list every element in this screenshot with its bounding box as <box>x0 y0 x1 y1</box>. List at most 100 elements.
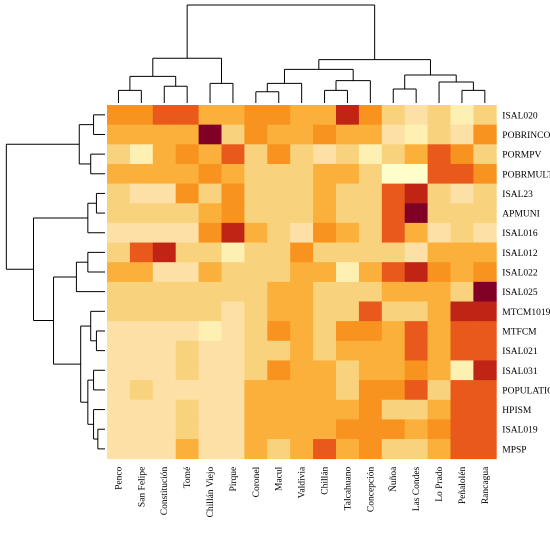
heatmap-cell <box>198 301 222 322</box>
heatmap-cell <box>221 281 245 302</box>
heatmap-cell <box>336 399 360 420</box>
heatmap-cell <box>381 222 406 243</box>
heatmap-cell <box>175 360 199 381</box>
heatmap-cell <box>107 144 131 165</box>
heatmap-cell <box>152 222 177 243</box>
heatmap-cell <box>152 419 177 440</box>
row-labels: ISAL020 POBRINCOM PORMPV POBRMULT ISAL23 APMU… <box>502 111 550 455</box>
heatmap-cell <box>152 163 177 184</box>
row-label: ISAL020 <box>502 111 538 121</box>
column-label: Pirque <box>229 467 239 492</box>
heatmap-cell <box>404 321 428 342</box>
heatmap-cell <box>450 183 474 204</box>
heatmap-cell <box>129 301 154 322</box>
heatmap-cell <box>381 105 406 126</box>
heatmap-cell <box>198 360 222 381</box>
heatmap-cell <box>244 419 268 440</box>
heatmap-cell <box>198 242 222 263</box>
heatmap-cell <box>450 144 474 165</box>
heatmap-cell <box>313 321 337 342</box>
heatmap-cell <box>336 262 360 283</box>
heatmap-cell <box>473 399 497 420</box>
heatmap-cell <box>450 419 474 440</box>
heatmap-cell <box>267 281 291 302</box>
heatmap-cell <box>129 360 154 381</box>
heatmap-cell <box>267 439 291 460</box>
heatmap-cell <box>473 380 497 401</box>
heatmap-cell <box>198 399 222 420</box>
heatmap-cell <box>198 380 222 401</box>
heatmap-cell <box>175 380 199 401</box>
heatmap-cell <box>313 163 337 184</box>
heatmap-cell <box>336 419 360 440</box>
heatmap-cell <box>290 321 314 342</box>
heatmap-cell <box>244 301 268 322</box>
heatmap-cell <box>450 163 474 184</box>
heatmap-cell <box>381 321 406 342</box>
heatmap-cell <box>267 301 291 322</box>
heatmap-cell <box>175 281 199 302</box>
row-label: POPULATION <box>502 386 550 396</box>
heatmap-cell <box>267 222 291 243</box>
row-label: PORMPV <box>502 151 541 161</box>
heatmap-cell <box>152 124 177 145</box>
heatmap-cell <box>336 301 360 322</box>
heatmap-cell <box>267 419 291 440</box>
heatmap-cell <box>404 183 428 204</box>
heatmap-cell <box>313 105 337 126</box>
heatmap-cell <box>175 242 199 263</box>
heatmap-cell <box>152 203 177 224</box>
heatmap-cell <box>198 340 222 361</box>
heatmap-cell <box>427 419 451 440</box>
heatmap-cell <box>358 340 383 361</box>
heatmap-cell <box>473 144 497 165</box>
heatmap-cell <box>244 105 268 126</box>
heatmap-cell <box>381 439 406 460</box>
heatmap-cell <box>381 203 406 224</box>
heatmap-cell <box>244 321 268 342</box>
heatmap-cell <box>221 144 245 165</box>
column-labels: Penco San Felipe Constitución Tomé Chillán V… <box>114 466 490 518</box>
heatmap-cell <box>221 380 245 401</box>
column-label: Coronel <box>252 466 262 497</box>
heatmap-cell <box>198 105 222 126</box>
heatmap-cell <box>175 105 199 126</box>
heatmap-cell <box>336 439 360 460</box>
heatmap-cell <box>473 262 497 283</box>
heatmap-cell <box>107 360 131 381</box>
heatmap-cell <box>427 105 451 126</box>
heatmap-cell <box>129 262 154 283</box>
heatmap-cell <box>336 105 360 126</box>
heatmap-cell <box>221 301 245 322</box>
heatmap-cell <box>358 399 383 420</box>
heatmap-cell <box>107 242 131 263</box>
heatmap-cell <box>381 301 406 322</box>
heatmap-cell <box>198 439 222 460</box>
column-label: Rancagua <box>481 466 491 504</box>
heatmap-cell <box>290 124 314 145</box>
heatmap-cell <box>244 439 268 460</box>
heatmap-cell <box>152 399 177 420</box>
heatmap-cell <box>198 203 222 224</box>
heatmap-cell <box>290 163 314 184</box>
heatmap-cell <box>473 340 497 361</box>
heatmap-cell <box>427 163 451 184</box>
heatmap-cell <box>221 419 245 440</box>
heatmap-cell <box>313 242 337 263</box>
heatmap-cell <box>427 399 451 420</box>
heatmap-cell <box>152 340 177 361</box>
column-label: Concepción <box>366 466 376 512</box>
heatmap-cell <box>198 262 222 283</box>
heatmap-cell <box>221 105 245 126</box>
heatmap-cell <box>473 124 497 145</box>
heatmap-cell <box>198 222 222 243</box>
heatmap-cell <box>221 222 245 243</box>
heatmap-cell <box>450 262 474 283</box>
heatmap-cell <box>473 163 497 184</box>
heatmap-cell <box>107 419 131 440</box>
heatmap-cell <box>336 163 360 184</box>
column-label: Las Condes <box>412 466 422 511</box>
heatmap-cell <box>358 124 383 145</box>
heatmap-cell <box>404 360 428 381</box>
